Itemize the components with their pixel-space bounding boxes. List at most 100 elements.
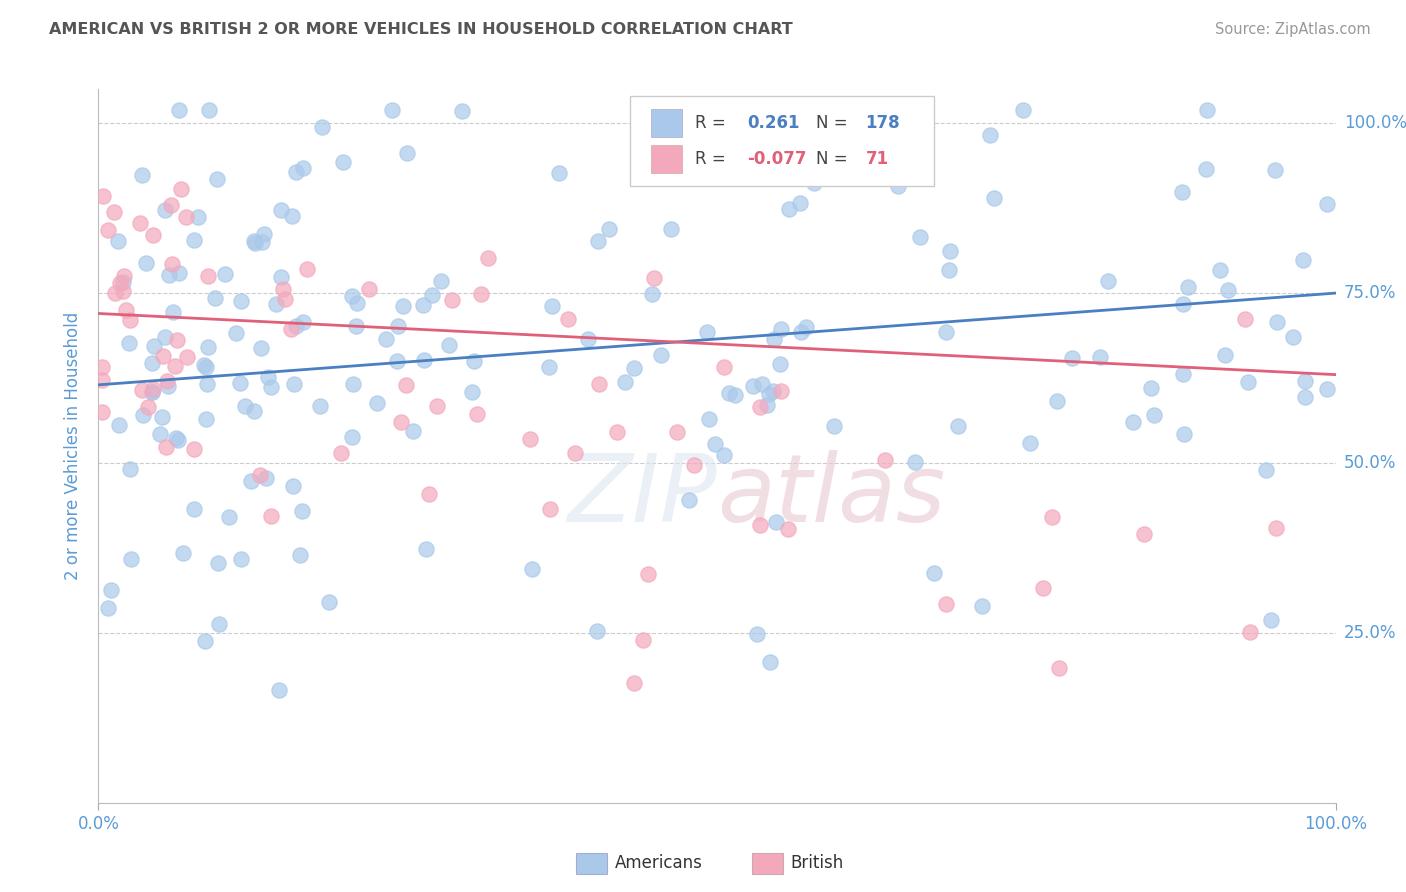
Point — [160, 257, 183, 271]
Point — [318, 595, 340, 609]
Point — [541, 299, 564, 313]
Point — [150, 409, 173, 424]
Point — [291, 161, 314, 175]
Point — [1282, 330, 1305, 344]
Point — [1046, 393, 1069, 408]
Point — [330, 446, 353, 460]
Point — [463, 354, 485, 368]
Point — [1209, 263, 1232, 277]
Point — [904, 116, 927, 130]
Point — [142, 339, 165, 353]
Point — [724, 387, 747, 401]
Text: 100.0%: 100.0% — [1344, 114, 1406, 132]
Point — [1256, 463, 1278, 477]
Point — [1294, 390, 1316, 404]
Point — [643, 271, 665, 285]
Point — [650, 348, 672, 362]
Point — [131, 383, 153, 397]
Point — [118, 336, 141, 351]
Point — [465, 407, 488, 421]
Text: 178: 178 — [866, 114, 900, 132]
Point — [156, 374, 179, 388]
Point — [1264, 163, 1286, 178]
Point — [156, 379, 179, 393]
Text: N =: N = — [815, 150, 848, 168]
Point — [250, 235, 273, 249]
Point — [699, 412, 721, 426]
Point — [207, 172, 229, 186]
Point — [274, 292, 297, 306]
Text: 25.0%: 25.0% — [1344, 624, 1396, 642]
Point — [1316, 197, 1339, 211]
Point — [332, 154, 354, 169]
Point — [875, 453, 897, 467]
Text: AMERICAN VS BRITISH 2 OR MORE VEHICLES IN HOUSEHOLD CORRELATION CHART: AMERICAN VS BRITISH 2 OR MORE VEHICLES I… — [49, 22, 793, 37]
Point — [254, 471, 277, 485]
Text: N =: N = — [815, 114, 848, 132]
Point — [389, 415, 412, 429]
Text: British: British — [790, 855, 844, 872]
Point — [1170, 186, 1192, 200]
Text: 71: 71 — [866, 150, 889, 168]
Point — [118, 461, 141, 475]
Point — [425, 400, 447, 414]
Point — [183, 233, 205, 247]
Point — [207, 616, 229, 631]
Point — [430, 274, 453, 288]
Point — [1049, 661, 1071, 675]
Point — [271, 282, 294, 296]
Point — [586, 234, 609, 248]
Point — [412, 298, 434, 312]
Point — [229, 552, 252, 566]
Point — [288, 549, 311, 563]
Point — [598, 221, 620, 235]
Point — [1215, 348, 1237, 362]
Point — [576, 332, 599, 346]
Point — [280, 322, 302, 336]
Point — [162, 305, 184, 319]
Point — [1239, 625, 1261, 640]
Point — [160, 197, 183, 211]
Point — [637, 567, 659, 582]
FancyBboxPatch shape — [651, 145, 682, 173]
Text: 75.0%: 75.0% — [1344, 284, 1396, 302]
Point — [157, 268, 180, 283]
Point — [308, 399, 330, 413]
Point — [776, 522, 799, 536]
Point — [395, 377, 418, 392]
Point — [935, 597, 957, 611]
Point — [129, 216, 152, 230]
Point — [683, 458, 706, 472]
Point — [420, 288, 443, 302]
Point — [155, 441, 177, 455]
Point — [910, 230, 932, 244]
Point — [295, 262, 318, 277]
Point — [623, 676, 645, 690]
Point — [939, 244, 962, 259]
Point — [243, 235, 266, 250]
Point — [538, 502, 561, 516]
Point — [1060, 351, 1083, 365]
Point — [765, 515, 787, 529]
Point — [120, 551, 142, 566]
Point — [396, 146, 419, 161]
Point — [257, 369, 280, 384]
Text: 0.261: 0.261 — [747, 114, 799, 132]
Point — [311, 120, 333, 135]
Point — [1133, 527, 1156, 541]
Point — [1040, 510, 1063, 524]
Point — [90, 373, 112, 387]
Point — [564, 445, 586, 459]
Point — [548, 166, 571, 180]
Point — [640, 287, 662, 301]
Point — [132, 409, 155, 423]
Point — [756, 398, 779, 412]
Point — [243, 404, 266, 418]
Point — [1316, 382, 1339, 396]
Point — [477, 251, 499, 265]
Point — [240, 475, 263, 489]
Point — [696, 326, 718, 340]
Point — [100, 583, 122, 598]
Point — [141, 384, 163, 399]
Point — [385, 353, 408, 368]
